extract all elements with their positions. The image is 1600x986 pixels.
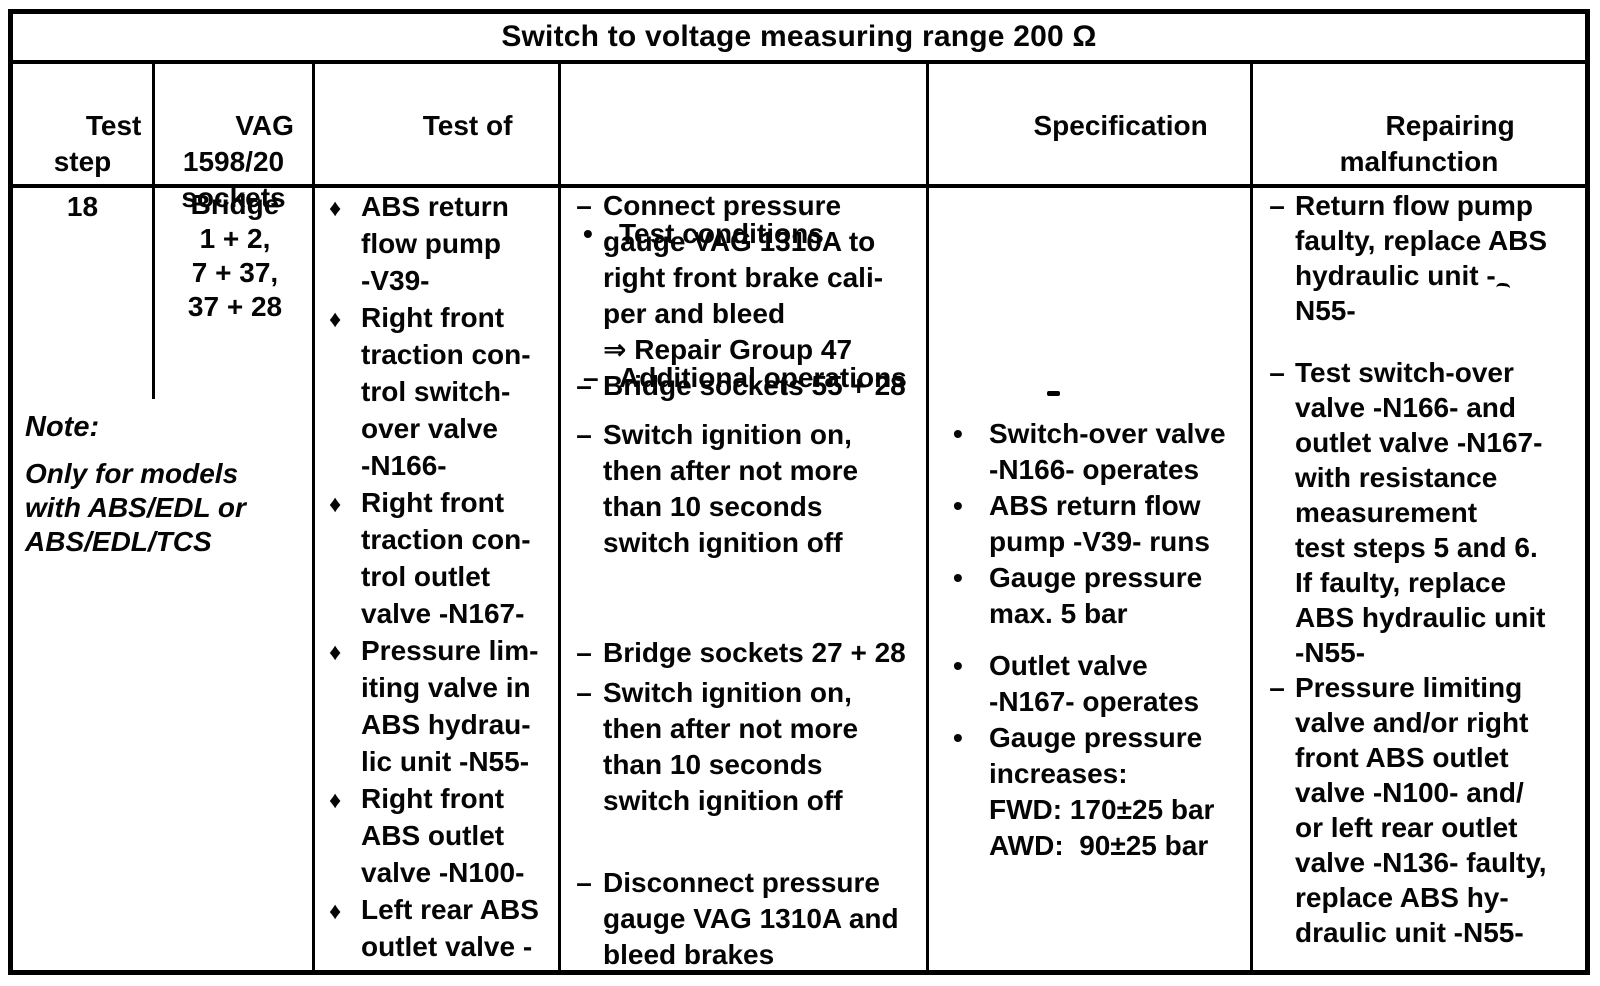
header-conditions-line: – Additional operations (583, 360, 926, 396)
repairing-item: – Pressure limiting valve and/or right f… (1259, 670, 1585, 950)
specification-item-text: ABS return flow pump -V39- runs (989, 490, 1210, 557)
repairing-item: – Test switch-over valve -N166- and outl… (1259, 355, 1585, 670)
header-conditions-line: • Test conditions (583, 216, 926, 252)
specification-cell: • Switch-over valve -N166- operates • AB… (929, 188, 1253, 970)
test-of-item: ♦ Pressure lim- iting valve in ABS hydra… (329, 632, 558, 780)
note-text: Only for models with ABS/EDL or ABS/EDL/… (25, 458, 246, 557)
condition-item: – Switch ignition on, then after not mor… (565, 675, 926, 819)
condition-item: – Disconnect pressure gauge VAG 1310A an… (565, 865, 926, 970)
test-of-item-text: Left rear ABS outlet valve - N136- (361, 894, 539, 970)
scan-artifact-caret (1495, 282, 1511, 297)
dash-bullet-icon: – (576, 370, 592, 401)
round-bullet-icon: • (953, 490, 963, 521)
condition-item: – Bridge sockets 27 + 28 (565, 635, 926, 671)
condition-item: – Connect pressure gauge VAG 1310A to ri… (565, 188, 926, 368)
note-label: Note: (25, 411, 100, 443)
header-sockets-label: VAG 1598/20 sockets (181, 110, 294, 213)
column-header-row: Test step VAG 1598/20 sockets Test of • … (13, 64, 1585, 393)
repairing-malfunction-cell: – Return flow pump faulty, replace ABS h… (1253, 188, 1585, 970)
header-repairing: Repairing malfunction (1253, 64, 1585, 184)
header-specification: Specification (929, 64, 1253, 184)
sockets-bridge-list: Bridge 1 + 2, 7 + 37, 37 + 28 (187, 189, 283, 322)
condition-item: – Bridge sockets 55 + 28 (565, 368, 926, 404)
diamond-bullet-icon: ♦ (329, 639, 342, 666)
diamond-bullet-icon: ♦ (329, 195, 342, 222)
specification-item: • ABS return flow pump -V39- runs (953, 488, 1250, 560)
condition-item-text: Bridge sockets 27 + 28 (603, 637, 906, 668)
header-specification-label: Specification (1033, 110, 1208, 141)
dash-bullet-icon: – (1269, 190, 1285, 221)
round-bullet-icon: • (953, 562, 963, 593)
test-of-cell: ♦ ABS return flow pump -V39- ♦ Right fro… (315, 188, 561, 970)
condition-item-text: Bridge sockets 55 + 28 (603, 370, 906, 401)
list-marker: – (583, 362, 599, 393)
test-step-18-row: 18 Bridge 1 + 2, 7 + 37, 37 + 28 Note: O… (13, 188, 1585, 970)
condition-item-text: Connect pressure gauge VAG 1310A to righ… (603, 190, 884, 365)
specification-item: • Gauge pressure increases: FWD: 170±25 … (953, 720, 1250, 864)
test-of-item: ♦ Left rear ABS outlet valve - N136- (329, 891, 558, 970)
header-sockets: VAG 1598/20 sockets (155, 64, 315, 213)
repairing-item-text: Return flow pump faulty, replace ABS hyd… (1295, 190, 1548, 326)
header-test-conditions: • Test conditions – Additional operation… (561, 64, 929, 393)
test-of-item-text: Right front ABS outlet valve -N100- (361, 783, 525, 888)
test-of-item: ♦ Right front ABS outlet valve -N100- (329, 780, 558, 891)
condition-item: – Switch ignition on, then after not mor… (565, 417, 926, 561)
test-procedure-table: Switch to voltage measuring range 200 Ω … (8, 9, 1590, 975)
specification-item-text: Gauge pressure max. 5 bar (989, 562, 1203, 629)
test-step-number: 18 (66, 191, 99, 222)
header-test-step-label: Test step (53, 110, 142, 177)
table-title: Switch to voltage measuring range 200 Ω (501, 20, 1097, 53)
dash-bullet-icon: – (576, 677, 592, 708)
round-bullet-icon: • (953, 722, 963, 753)
test-of-item-text: Pressure lim- iting valve in ABS hydrau-… (361, 635, 539, 777)
repairing-item-text: Test switch-over valve -N166- and outlet… (1295, 357, 1546, 668)
dash-bullet-icon: – (1269, 357, 1285, 388)
specification-item: • Switch-over valve -N166- operates (953, 416, 1250, 488)
test-of-item: ♦ Right front traction con- trol outlet … (329, 484, 558, 632)
step-and-sockets-cell: 18 Bridge 1 + 2, 7 + 37, 37 + 28 Note: O… (13, 188, 315, 970)
specification-item: • Gauge pressure max. 5 bar (953, 560, 1250, 632)
header-test-step: Test step (13, 64, 155, 184)
specification-item-text: Gauge pressure increases: FWD: 170±25 ba… (989, 722, 1215, 861)
test-of-item-text: Right front traction con- trol outlet va… (361, 487, 531, 629)
repairing-item: – Return flow pump faulty, replace ABS h… (1259, 188, 1585, 328)
header-repairing-label: Repairing malfunction (1339, 110, 1515, 177)
condition-item-text: Switch ignition on, then after not more … (603, 677, 859, 816)
specification-item-text: Outlet valve -N167- operates (989, 650, 1200, 717)
round-bullet-icon: • (953, 650, 963, 681)
scan-artifact-dash (1047, 391, 1060, 396)
table-title-row: Switch to voltage measuring range 200 Ω (13, 14, 1585, 64)
partial-column-divider (152, 188, 155, 399)
diamond-bullet-icon: ♦ (329, 787, 342, 814)
dash-bullet-icon: – (576, 419, 592, 450)
header-conditions-text: Test conditions (619, 218, 824, 249)
dash-bullet-icon: – (576, 867, 592, 898)
repairing-item-text: Pressure limiting valve and/or right fro… (1295, 672, 1547, 948)
header-test-of: Test of (315, 64, 561, 184)
test-of-item-text: Right front traction con- trol switch- o… (361, 302, 531, 481)
specification-item-text: Switch-over valve -N166- operates (989, 418, 1226, 485)
condition-item-text: Disconnect pressure gauge VAG 1310A and … (603, 867, 899, 970)
list-marker: • (583, 218, 593, 249)
specification-item: • Outlet valve -N167- operates (953, 648, 1250, 720)
diamond-bullet-icon: ♦ (329, 491, 342, 518)
test-conditions-cell: – Connect pressure gauge VAG 1310A to ri… (561, 188, 929, 970)
test-of-item: ♦ Right front traction con- trol switch-… (329, 299, 558, 484)
test-of-item: ♦ ABS return flow pump -V39- (329, 188, 558, 299)
header-conditions-text: Additional operations (619, 362, 907, 393)
diamond-bullet-icon: ♦ (329, 306, 342, 333)
header-test-of-label: Test of (422, 110, 513, 141)
test-of-item-text: ABS return flow pump -V39- (361, 191, 509, 296)
condition-item-text: Switch ignition on, then after not more … (603, 419, 859, 558)
dash-bullet-icon: – (1269, 672, 1285, 703)
dash-bullet-icon: – (576, 637, 592, 668)
round-bullet-icon: • (953, 418, 963, 449)
dash-bullet-icon: – (576, 190, 592, 221)
diamond-bullet-icon: ♦ (329, 898, 342, 925)
